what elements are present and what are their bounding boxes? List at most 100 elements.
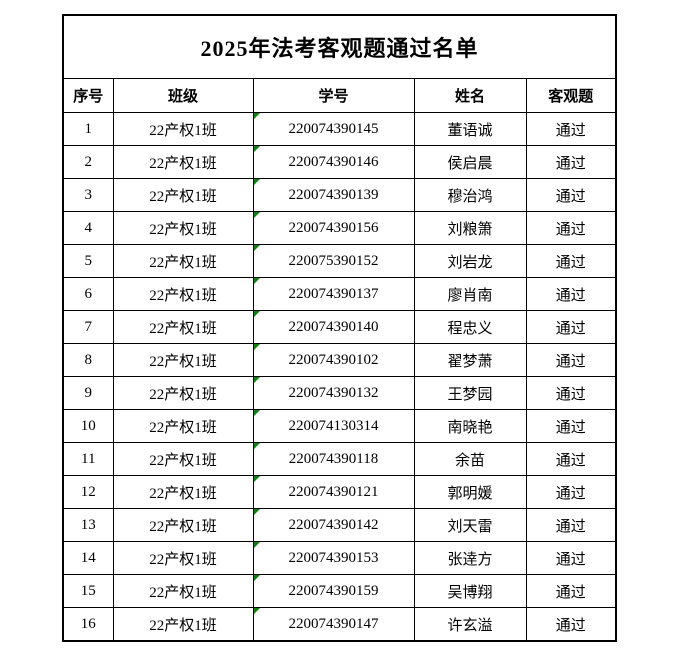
student-id-cell[interactable]: 220074390156 [252,211,415,245]
class-cell[interactable]: 22产权1班 [112,310,254,344]
result-cell[interactable]: 通过 [525,475,617,509]
seq-cell[interactable]: 14 [62,541,114,575]
seq-cell[interactable]: 12 [62,475,114,509]
student-id-cell[interactable]: 220074390147 [252,607,415,642]
result-cell[interactable]: 通过 [525,574,617,608]
student-id-cell[interactable]: 220074390102 [252,343,415,377]
class-cell[interactable]: 22产权1班 [112,211,254,245]
result-cell[interactable]: 通过 [525,607,617,642]
name-cell[interactable]: 王梦园 [413,376,527,410]
result-cell[interactable]: 通过 [525,112,617,146]
column-header-class[interactable]: 班级 [112,78,254,113]
name-cell[interactable]: 程忠义 [413,310,527,344]
student-id-cell[interactable]: 220074390132 [252,376,415,410]
name-cell[interactable]: 董语诚 [413,112,527,146]
seq-cell[interactable]: 9 [62,376,114,410]
result-cell[interactable]: 通过 [525,310,617,344]
result-cell[interactable]: 通过 [525,343,617,377]
name-cell[interactable]: 刘岩龙 [413,244,527,278]
seq-cell[interactable]: 6 [62,277,114,311]
class-cell[interactable]: 22产权1班 [112,277,254,311]
seq-cell[interactable]: 5 [62,244,114,278]
result-cell[interactable]: 通过 [525,376,617,410]
seq-cell[interactable]: 15 [62,574,114,608]
name-cell[interactable]: 张逹方 [413,541,527,575]
student-id-cell[interactable]: 220074390142 [252,508,415,542]
student-id-cell[interactable]: 220074390145 [252,112,415,146]
result-cell[interactable]: 通过 [525,508,617,542]
class-cell[interactable]: 22产权1班 [112,508,254,542]
name-cell[interactable]: 吴博翔 [413,574,527,608]
result-cell[interactable]: 通过 [525,145,617,179]
student-id-cell[interactable]: 220074390153 [252,541,415,575]
result-cell-text: 通过 [555,122,586,139]
pass-list-table: 2025年法考客观题通过名单 序号 班级 学号 姓名 客观题 1 22产权1班 22… [62,14,618,642]
student-id-cell[interactable]: 220074390121 [252,475,415,509]
seq-cell[interactable]: 3 [62,178,114,212]
student-id-cell-text: 220074390137 [288,285,379,302]
seq-cell[interactable]: 11 [62,442,114,476]
table-row: 6 22产权1班 220074390137 廖肖南 通过 [62,277,617,311]
result-cell[interactable]: 通过 [525,277,617,311]
name-cell[interactable]: 许玄溢 [413,607,527,642]
seq-cell[interactable]: 8 [62,343,114,377]
name-cell[interactable]: 穆治鸿 [413,178,527,212]
result-cell[interactable]: 通过 [525,244,617,278]
student-id-cell[interactable]: 220074390137 [252,277,415,311]
header-row: 序号 班级 学号 姓名 客观题 [62,78,617,113]
name-cell[interactable]: 侯启晨 [413,145,527,179]
seq-cell[interactable]: 13 [62,508,114,542]
class-cell[interactable]: 22产权1班 [112,475,254,509]
seq-cell[interactable]: 4 [62,211,114,245]
seq-cell[interactable]: 1 [62,112,114,146]
name-cell[interactable]: 郭明媛 [413,475,527,509]
column-header-name[interactable]: 姓名 [413,78,527,113]
class-cell[interactable]: 22产权1班 [112,112,254,146]
seq-cell[interactable]: 16 [62,607,114,642]
result-cell-text: 通过 [555,485,586,502]
student-id-cell[interactable]: 220075390152 [252,244,415,278]
student-id-cell[interactable]: 220074390139 [252,178,415,212]
student-id-cell[interactable]: 220074390118 [252,442,415,476]
table-row: 13 22产权1班 220074390142 刘天雷 通过 [62,508,617,542]
column-header-student-id[interactable]: 学号 [252,78,415,113]
student-id-cell[interactable]: 220074130314 [252,409,415,443]
class-cell-text: 22产权1班 [149,188,217,205]
name-cell[interactable]: 刘粮箫 [413,211,527,245]
result-cell[interactable]: 通过 [525,442,617,476]
class-cell[interactable]: 22产权1班 [112,343,254,377]
seq-cell[interactable]: 7 [62,310,114,344]
seq-cell[interactable]: 2 [62,145,114,179]
class-cell[interactable]: 22产权1班 [112,442,254,476]
class-cell[interactable]: 22产权1班 [112,607,254,642]
name-cell[interactable]: 南晓艳 [413,409,527,443]
student-id-cell[interactable]: 220074390140 [252,310,415,344]
student-id-cell[interactable]: 220074390159 [252,574,415,608]
result-cell-text: 通过 [555,617,586,634]
class-cell[interactable]: 22产权1班 [112,145,254,179]
class-cell[interactable]: 22产权1班 [112,574,254,608]
number-stored-as-text-indicator-icon [254,608,260,614]
number-stored-as-text-indicator-icon [254,410,260,416]
page-title[interactable]: 2025年法考客观题通过名单 [62,14,617,79]
seq-cell[interactable]: 10 [62,409,114,443]
student-id-cell-text: 220074390140 [288,318,379,335]
class-cell[interactable]: 22产权1班 [112,178,254,212]
result-cell[interactable]: 通过 [525,211,617,245]
name-cell[interactable]: 刘天雷 [413,508,527,542]
class-cell[interactable]: 22产权1班 [112,376,254,410]
column-header-seq[interactable]: 序号 [62,78,114,113]
result-cell[interactable]: 通过 [525,541,617,575]
student-id-cell[interactable]: 220074390146 [252,145,415,179]
class-cell[interactable]: 22产权1班 [112,244,254,278]
name-cell[interactable]: 余苗 [413,442,527,476]
result-cell[interactable]: 通过 [525,178,617,212]
name-cell[interactable]: 翟梦萧 [413,343,527,377]
class-cell[interactable]: 22产权1班 [112,541,254,575]
table-row: 1 22产权1班 220074390145 董语诚 通过 [62,112,617,146]
name-cell[interactable]: 廖肖南 [413,277,527,311]
result-cell-text: 通过 [555,584,586,601]
class-cell[interactable]: 22产权1班 [112,409,254,443]
column-header-objective[interactable]: 客观题 [525,78,617,113]
result-cell[interactable]: 通过 [525,409,617,443]
